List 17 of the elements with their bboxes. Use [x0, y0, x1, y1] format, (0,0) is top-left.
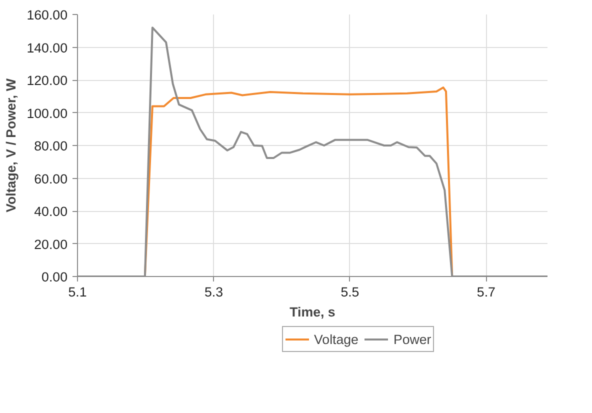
legend-label: Power [393, 332, 432, 346]
legend-label: Voltage [314, 332, 358, 346]
y-tick-label: 0.00 [42, 270, 68, 284]
y-tick-label: 160.00 [26, 8, 68, 22]
y-tick-label: 100.00 [26, 106, 68, 121]
y-tick-label: 20.00 [34, 236, 68, 252]
x-tick-label: 5.1 [68, 284, 87, 300]
y-axis-title: Voltage, V / Power, W [4, 78, 19, 212]
x-axis-title: Time, s [290, 304, 336, 320]
y-tick-label: 80.00 [34, 138, 68, 154]
y-tick-label: 140.00 [26, 40, 68, 56]
x-tick-label: 5.5 [340, 284, 360, 300]
x-tick-label: 5.7 [476, 284, 496, 300]
y-tick-label: 60.00 [34, 171, 68, 186]
y-tick-label: 120.00 [26, 73, 68, 88]
y-tick-label: 40.00 [34, 204, 68, 219]
x-tick-label: 5.3 [204, 284, 223, 300]
